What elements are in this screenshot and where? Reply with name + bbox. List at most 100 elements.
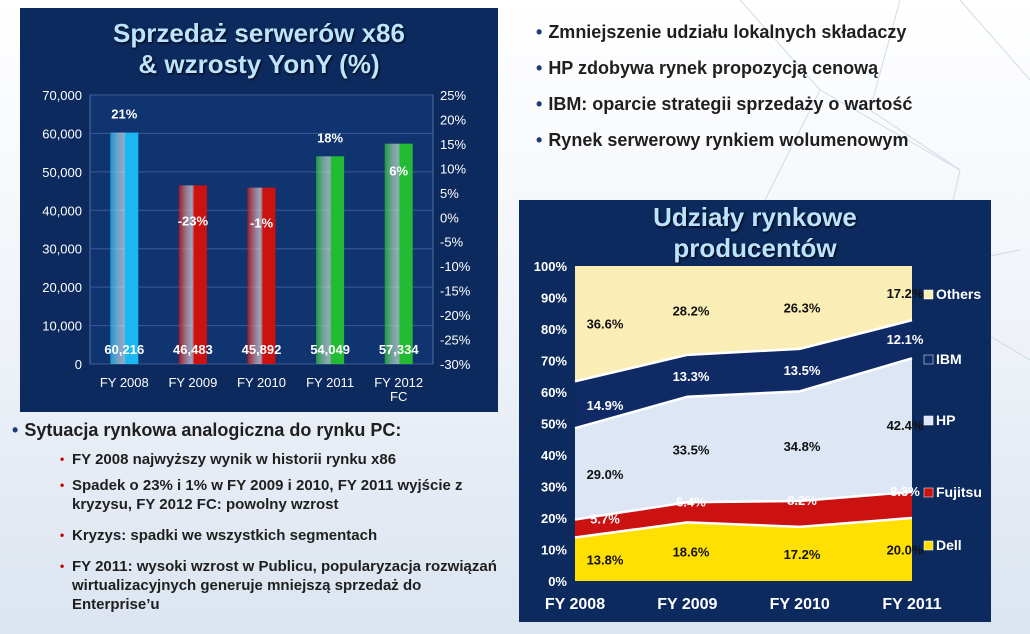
y2-tick-label: 20% <box>440 112 466 127</box>
data-label-hp: 34.8% <box>784 439 821 454</box>
sales-chart-title-line1: Sprzedaż serwerów x86 <box>113 18 405 48</box>
growth-label: -1% <box>250 216 274 231</box>
y-tick-label: 70,000 <box>42 88 82 103</box>
y2-tick-label: 10% <box>440 161 466 176</box>
situation-bullet: FY 2011: wysoki wzrost w Publicu, popula… <box>60 557 500 614</box>
data-label-others: 36.6% <box>587 317 624 332</box>
growth-label: 18% <box>317 130 343 145</box>
legend-label: Others <box>936 286 981 302</box>
data-label-others: 26.3% <box>784 300 821 315</box>
situation-bullet: Kryzys: spadki we wszystkich segmentach <box>60 526 500 545</box>
area-others <box>575 266 912 382</box>
legend-label: HP <box>936 412 955 428</box>
bar <box>316 156 345 364</box>
data-label-fujitsu: 8.2% <box>787 493 817 508</box>
x-tick-label: FY 2011 <box>306 375 354 390</box>
legend-swatch <box>923 415 934 426</box>
market-share-title: Udziały rynkowe producentów <box>519 202 991 264</box>
y-tick-label: 90% <box>541 291 567 306</box>
y2-tick-label: 15% <box>440 137 466 152</box>
situation-bullet: Spadek o 23% i 1% w FY 2009 i 2010, FY 2… <box>60 476 500 514</box>
bar <box>110 132 139 364</box>
area-boundary <box>574 490 913 521</box>
data-label-dell: 17.2% <box>784 547 821 562</box>
x-tick-label: FY 2010 <box>770 596 830 613</box>
growth-label: 21% <box>111 107 137 122</box>
data-label-fujitsu: 6.4% <box>676 494 706 509</box>
y-tick-label: 50% <box>541 417 567 432</box>
y-tick-label: 60,000 <box>42 126 82 141</box>
area-boundary <box>574 318 913 383</box>
x-tick-label: FY 2010 <box>237 375 286 390</box>
y-tick-label: 40% <box>541 448 567 463</box>
legend-label: Fujitsu <box>936 484 982 500</box>
data-label-fujitsu: 5.7% <box>590 512 620 527</box>
market-share-area-chart: 0% 10% 20% 30% 40% 50% 60% 70% 80% 90% 100% FY 2008… <box>534 259 982 613</box>
market-share-title-line2: producentów <box>673 233 837 263</box>
y-tick-label: 30% <box>541 480 567 495</box>
y2-tick-label: 5% <box>440 186 459 201</box>
data-label-ibm: 12.1% <box>887 332 924 347</box>
area-boundary <box>574 516 913 539</box>
growth-label: -23% <box>178 213 209 228</box>
legend-swatch <box>923 540 934 551</box>
x-tick-label: FY 2008 <box>100 375 149 390</box>
legend-label: IBM <box>936 351 962 367</box>
y2-tick-label: -10% <box>440 259 471 274</box>
bar-value-label: 46,483 <box>173 342 213 357</box>
y-tick-label: 0% <box>548 574 567 589</box>
data-label-hp: 42.4% <box>887 418 924 433</box>
y-tick-label: 80% <box>541 322 567 337</box>
bar <box>178 185 207 364</box>
x-tick-label: FY 2011 <box>882 596 941 613</box>
x-tick-label: FC <box>390 389 407 404</box>
data-label-hp: 29.0% <box>587 467 624 482</box>
y-tick-label: 30,000 <box>42 242 82 257</box>
data-label-others: 28.2% <box>673 303 710 318</box>
data-label-dell: 18.6% <box>673 545 710 560</box>
x-tick-label: FY 2008 <box>545 596 605 613</box>
y2-tick-label: -30% <box>440 357 471 372</box>
situation-bullet-list: FY 2008 najwyższy wynik w historii rynku… <box>60 450 500 614</box>
data-label-dell: 20.0% <box>887 543 924 558</box>
situation-bullet: FY 2008 najwyższy wynik w historii rynku… <box>60 450 500 469</box>
sales-chart-panel: Sprzedaż serwerów x86 & wzrosty YonY (%)… <box>20 8 498 412</box>
legend-label: Dell <box>936 537 962 553</box>
y2-tick-label: -25% <box>440 333 471 348</box>
data-label-ibm: 14.9% <box>587 398 624 413</box>
y-tick-label: 20,000 <box>42 280 82 295</box>
y-tick-label: 0 <box>75 357 82 372</box>
y2-tick-label: 25% <box>440 88 466 103</box>
y-tick-label: 70% <box>541 354 567 369</box>
bar-value-label: 57,334 <box>379 342 420 357</box>
top-bullet: IBM: oparcie strategii sprzedaży o warto… <box>536 92 1016 128</box>
y-tick-label: 100% <box>534 259 568 274</box>
area-hp <box>575 358 912 520</box>
y2-tick-label: 0% <box>440 210 459 225</box>
bar <box>247 187 276 364</box>
x-tick-label: FY 2009 <box>657 596 717 613</box>
sales-bar-chart: 0 10,000 20,000 30,000 40,000 50,000 60,000 70,… <box>42 88 471 404</box>
top-bullet: HP zdobywa rynek propozycją cenową <box>536 56 1016 92</box>
y2-tick-label: -20% <box>440 308 471 323</box>
y-tick-label: 50,000 <box>42 165 82 180</box>
y2-tick-label: -15% <box>440 284 471 299</box>
situation-heading: Sytuacja rynkowa analogiczna do rynku PC… <box>12 420 401 441</box>
x-tick-label: FY 2012 <box>374 375 423 390</box>
market-share-panel: Udziały rynkowe producentów 0% 10% 20% 30% 4… <box>519 200 991 622</box>
legend-swatch <box>923 487 934 498</box>
data-label-ibm: 13.3% <box>673 369 710 384</box>
bar-value-label: 60,216 <box>104 342 144 357</box>
area-dell <box>575 518 912 581</box>
bar <box>384 143 413 364</box>
x-tick-label: FY 2009 <box>168 375 217 390</box>
y-tick-label: 20% <box>541 511 567 526</box>
data-label-ibm: 13.5% <box>784 363 821 378</box>
top-bullet: Zmniejszenie udziału lokalnych składaczy <box>536 20 1016 56</box>
y2-tick-label: -5% <box>440 235 464 250</box>
y-tick-label: 10% <box>541 543 567 558</box>
area-ibm <box>575 320 912 429</box>
data-label-others: 17.2% <box>887 286 924 301</box>
data-label-fujitsu: 8.3% <box>890 484 920 499</box>
top-bullet-list: Zmniejszenie udziału lokalnych składaczy… <box>536 20 1016 164</box>
